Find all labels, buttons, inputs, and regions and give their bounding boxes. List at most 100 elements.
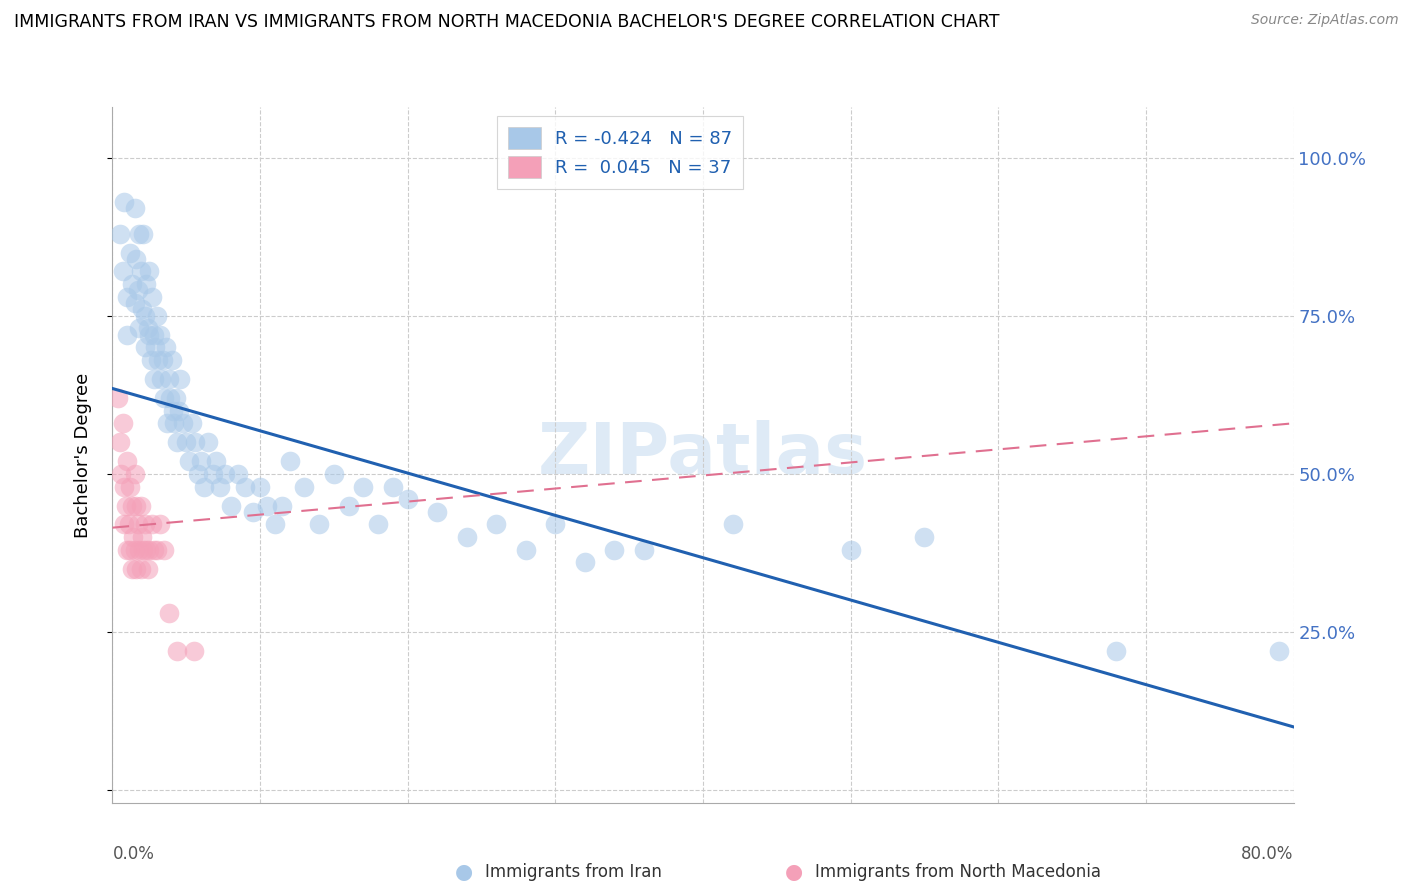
Point — [143, 340, 166, 354]
Point — [138, 327, 160, 342]
Point — [142, 372, 165, 386]
Text: Immigrants from Iran: Immigrants from Iran — [485, 863, 662, 881]
Point — [108, 227, 131, 241]
Point — [129, 264, 152, 278]
Point — [264, 517, 287, 532]
Point — [367, 517, 389, 532]
Text: Source: ZipAtlas.com: Source: ZipAtlas.com — [1251, 13, 1399, 28]
Point — [142, 327, 165, 342]
Point — [1268, 644, 1291, 658]
Point — [544, 517, 567, 532]
Point — [156, 417, 179, 431]
Point — [141, 290, 163, 304]
Point — [134, 517, 156, 532]
Point — [396, 492, 419, 507]
Text: ●: ● — [786, 863, 803, 882]
Point — [187, 467, 209, 481]
Point — [129, 562, 152, 576]
Point — [485, 517, 508, 532]
Point — [271, 499, 294, 513]
Point — [139, 353, 162, 368]
Point — [111, 264, 134, 278]
Point — [135, 277, 157, 292]
Point — [121, 277, 143, 292]
Point — [456, 530, 478, 544]
Text: IMMIGRANTS FROM IRAN VS IMMIGRANTS FROM NORTH MACEDONIA BACHELOR'S DEGREE CORREL: IMMIGRANTS FROM IRAN VS IMMIGRANTS FROM … — [14, 13, 1000, 31]
Point — [157, 606, 180, 620]
Point — [426, 505, 449, 519]
Point — [153, 391, 176, 405]
Point — [152, 353, 174, 368]
Legend: R = -0.424   N = 87, R =  0.045   N = 37: R = -0.424 N = 87, R = 0.045 N = 37 — [498, 116, 744, 189]
Point — [249, 479, 271, 493]
Point — [128, 542, 150, 557]
Point — [242, 505, 264, 519]
Point — [278, 454, 301, 468]
Point — [181, 417, 204, 431]
Point — [163, 417, 186, 431]
Point — [112, 194, 135, 209]
Point — [136, 321, 159, 335]
Point — [219, 499, 242, 513]
Point — [117, 542, 138, 557]
Text: ZIPatlas: ZIPatlas — [538, 420, 868, 490]
Point — [142, 542, 165, 557]
Point — [110, 467, 132, 481]
Point — [128, 321, 150, 335]
Point — [166, 644, 188, 658]
Point — [162, 403, 184, 417]
Point — [117, 454, 138, 468]
Point — [146, 542, 169, 557]
Point — [124, 467, 146, 481]
Point — [121, 562, 143, 576]
Point — [292, 479, 315, 493]
Point — [120, 542, 142, 557]
Point — [1105, 644, 1128, 658]
Point — [226, 467, 249, 481]
Point — [107, 391, 129, 405]
Point — [337, 499, 360, 513]
Point — [382, 479, 405, 493]
Point — [120, 245, 142, 260]
Point — [603, 542, 626, 557]
Point — [190, 454, 212, 468]
Point — [112, 479, 135, 493]
Point — [205, 454, 228, 468]
Point — [138, 264, 160, 278]
Point — [127, 517, 149, 532]
Point — [132, 227, 155, 241]
Point — [167, 403, 190, 417]
Y-axis label: Bachelor's Degree: Bachelor's Degree — [73, 372, 91, 538]
Point — [125, 562, 148, 576]
Point — [914, 530, 936, 544]
Point — [148, 353, 170, 368]
Point — [721, 517, 744, 532]
Point — [141, 517, 163, 532]
Point — [174, 435, 197, 450]
Point — [111, 417, 134, 431]
Point — [172, 417, 194, 431]
Point — [165, 391, 187, 405]
Point — [574, 556, 596, 570]
Point — [155, 340, 177, 354]
Point — [179, 454, 201, 468]
Point — [184, 435, 207, 450]
Point — [125, 252, 148, 266]
Point — [193, 479, 215, 493]
Point — [149, 517, 172, 532]
Point — [183, 644, 205, 658]
Point — [515, 542, 537, 557]
Point — [256, 499, 278, 513]
Point — [122, 530, 145, 544]
Point — [112, 517, 135, 532]
Point — [153, 542, 176, 557]
Point — [135, 542, 157, 557]
Point — [124, 542, 146, 557]
Point — [117, 327, 138, 342]
Point — [157, 372, 180, 386]
Point — [201, 467, 224, 481]
Point — [159, 391, 181, 405]
Point — [146, 309, 169, 323]
Point — [124, 296, 146, 310]
Point — [839, 542, 862, 557]
